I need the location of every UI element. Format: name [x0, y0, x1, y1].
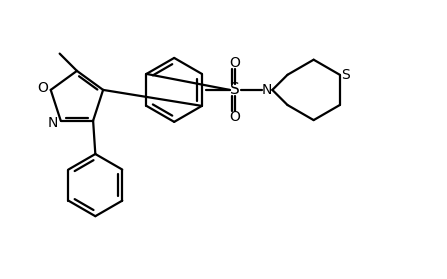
- Text: O: O: [37, 81, 48, 95]
- Text: S: S: [341, 68, 350, 82]
- Text: S: S: [230, 82, 240, 97]
- Text: O: O: [230, 56, 240, 70]
- Text: N: N: [262, 83, 272, 97]
- Text: O: O: [230, 110, 240, 124]
- Text: N: N: [47, 116, 58, 130]
